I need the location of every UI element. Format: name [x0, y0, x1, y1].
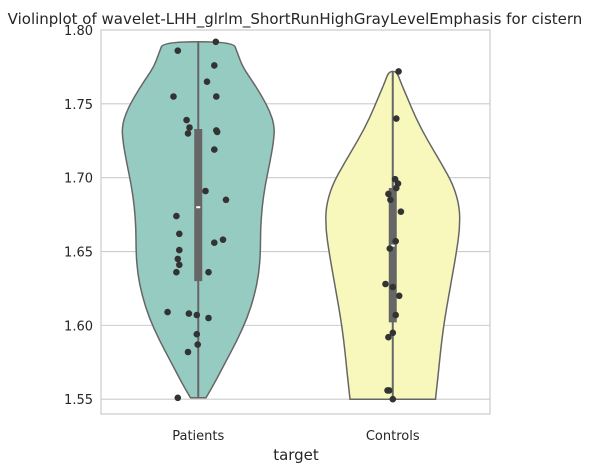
data-point — [386, 245, 394, 252]
data-point — [395, 292, 403, 300]
data-point — [392, 237, 400, 245]
data-point — [395, 68, 402, 75]
data-point — [393, 184, 400, 192]
data-point — [184, 130, 192, 137]
data-point — [211, 239, 218, 246]
data-point — [219, 236, 227, 243]
inner-boxes — [194, 41, 397, 400]
data-point — [393, 115, 400, 122]
y-tick-label: 1.60 — [64, 319, 93, 334]
data-point — [389, 283, 397, 291]
data-point — [174, 255, 182, 263]
data-point — [205, 314, 212, 322]
chart-title: Violinplot of wavelet-LHH_glrlm_ShortRun… — [8, 10, 583, 29]
data-point — [173, 212, 180, 220]
data-point — [164, 308, 171, 316]
data-point — [382, 280, 389, 288]
x-tick-labels: Patients Controls — [172, 429, 420, 444]
data-point — [193, 330, 201, 338]
data-point — [176, 230, 183, 238]
data-point — [222, 196, 230, 204]
data-point — [193, 311, 201, 319]
data-point — [186, 124, 193, 131]
data-point — [174, 47, 182, 54]
y-tick-label: 1.75 — [64, 98, 93, 113]
strip-points — [164, 38, 405, 403]
data-point — [184, 348, 192, 356]
data-point — [385, 333, 392, 341]
data-point — [211, 62, 218, 69]
data-point — [385, 190, 392, 198]
data-point — [203, 78, 211, 85]
y-tick-label: 1.65 — [64, 246, 93, 261]
data-point — [194, 341, 201, 348]
data-point — [205, 268, 212, 276]
x-axis-label: target — [273, 446, 319, 464]
y-tick-label: 1.55 — [64, 393, 93, 408]
y-tick-label: 1.70 — [64, 172, 93, 187]
plot-frame — [100, 29, 491, 415]
data-point — [174, 394, 182, 402]
y-tick-labels: 1.55 1.60 1.65 1.70 1.75 1.80 — [64, 24, 93, 408]
data-point — [392, 311, 400, 319]
data-point — [212, 38, 220, 46]
data-point — [176, 261, 183, 269]
x-tick-label: Controls — [366, 429, 420, 444]
data-point — [389, 329, 397, 337]
data-point — [185, 310, 193, 317]
data-point — [213, 93, 220, 100]
data-point — [387, 196, 394, 204]
data-point — [211, 146, 218, 153]
data-point — [202, 187, 209, 195]
data-point — [213, 128, 221, 136]
data-point — [385, 387, 393, 394]
data-point — [397, 208, 405, 215]
data-point — [183, 116, 190, 124]
data-point — [170, 93, 177, 100]
data-point — [176, 246, 183, 254]
y-tick-label: 1.80 — [64, 24, 93, 39]
x-tick-label: Patients — [172, 429, 224, 444]
data-point — [389, 395, 397, 403]
data-point — [173, 268, 180, 276]
